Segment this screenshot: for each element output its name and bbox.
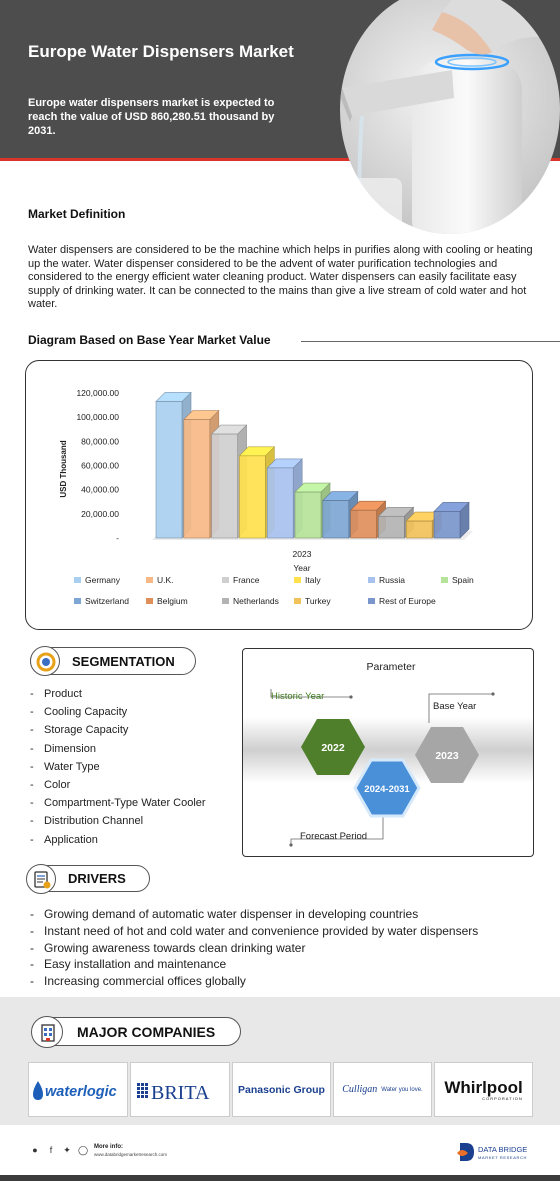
list-item: Growing demand of automatic water dispen… xyxy=(30,906,478,923)
parameter-title: Parameter xyxy=(366,661,416,673)
legend-label: Netherlands xyxy=(233,596,279,606)
y-axis-label: USD Thousand xyxy=(59,440,68,497)
legend-item: Belgium xyxy=(146,596,188,606)
footer-bar xyxy=(0,1175,560,1181)
list-item: Growing awareness towards clean drinking… xyxy=(30,940,478,957)
legend-label: U.K. xyxy=(157,575,174,585)
y-tick-label: - xyxy=(116,533,119,543)
list-item: Easy installation and maintenance xyxy=(30,956,478,973)
list-item: Dimension xyxy=(30,740,206,758)
diagram-title-rule xyxy=(301,341,560,342)
header-accent-line xyxy=(0,158,560,161)
facebook-icon[interactable]: f xyxy=(49,1145,53,1155)
twitter-icon[interactable]: ✦ xyxy=(63,1145,71,1155)
instagram-icon[interactable]: ◯ xyxy=(78,1145,89,1155)
culligan-logo: Culligan Water you love. xyxy=(333,1062,432,1117)
list-item: Storage Capacity xyxy=(30,721,206,739)
segmentation-icon xyxy=(30,646,60,676)
legend-label: Belgium xyxy=(157,596,188,606)
footer-url[interactable]: www.databridgemarketresearch.com xyxy=(94,1152,168,1157)
legend-item: Switzerland xyxy=(74,596,129,606)
chart-svg: - 20,000.00 40,000.00 60,000.00 80,000.00 100… xyxy=(59,388,474,606)
x-tick-label: 2023 xyxy=(293,549,312,559)
brita-logo: BRITA xyxy=(130,1062,230,1117)
drivers-icon xyxy=(26,864,56,894)
base-year-label: Base Year xyxy=(433,701,476,712)
legend-item: U.K. xyxy=(146,575,174,585)
forecast-period-hexagon xyxy=(353,758,421,818)
legend-label: Germany xyxy=(85,575,121,585)
market-value-chart: - 20,000.00 40,000.00 60,000.00 80,000.00 100… xyxy=(25,360,533,630)
bar-turkey xyxy=(405,511,442,539)
market-definition-text: Water dispensers are considered to be th… xyxy=(28,244,533,310)
drivers-list: Growing demand of automatic water dispen… xyxy=(30,906,478,990)
footer-brand: DATA BRIDGE xyxy=(478,1145,528,1154)
legend-label: Turkey xyxy=(305,596,331,606)
major-companies-title: MAJOR COMPANIES xyxy=(77,1024,216,1040)
base-year-hexagon xyxy=(415,727,479,783)
waterlogic-logo: waterlogic xyxy=(28,1062,128,1117)
segmentation-title: SEGMENTATION xyxy=(72,654,175,669)
y-tick-label: 60,000.00 xyxy=(81,461,119,471)
page-title: Europe Water Dispensers Market xyxy=(28,42,294,61)
list-item: Product xyxy=(30,685,206,703)
y-tick-label: 20,000.00 xyxy=(81,509,119,519)
legend-item: Italy xyxy=(294,575,321,585)
list-item: Instant need of hot and cold water and c… xyxy=(30,923,478,940)
list-item: Color xyxy=(30,776,206,794)
forecast-period-value: 2024-2031 xyxy=(364,784,410,795)
y-tick-label: 40,000.00 xyxy=(81,485,119,495)
parameter-box: Parameter Historic Year Base Year Foreca… xyxy=(242,648,534,857)
legend-label: Spain xyxy=(452,575,474,585)
legend-label: France xyxy=(233,575,260,585)
base-year-value: 2023 xyxy=(435,750,459,762)
historic-year-label: Historic Year xyxy=(271,691,324,702)
legend-label: Russia xyxy=(379,575,405,585)
y-tick-label: 80,000.00 xyxy=(81,436,119,446)
whirlpool-logo: Whirlpool CORPORATION xyxy=(434,1062,533,1117)
legend-item: Germany xyxy=(74,575,121,585)
hero-dispenser-image xyxy=(340,0,560,234)
legend-item: Rest of Europe xyxy=(368,596,436,606)
panasonic-logo: Panasonic Group xyxy=(232,1062,331,1117)
historic-year-hexagon xyxy=(301,719,365,775)
y-tick-label: 100,000.00 xyxy=(76,412,119,422)
legend-item: France xyxy=(222,575,260,585)
legend-item: Russia xyxy=(368,575,405,585)
data-bridge-logo-icon xyxy=(457,1143,474,1161)
legend-label: Italy xyxy=(305,575,321,585)
culligan-tagline: Water you love. xyxy=(381,1086,423,1093)
list-item: Compartment-Type Water Cooler xyxy=(30,794,206,812)
brita-wordmark: BRITA xyxy=(151,1082,210,1104)
drivers-title: DRIVERS xyxy=(68,871,126,886)
footer-brand-sub: MARKET RESEARCH xyxy=(478,1155,527,1160)
x-axis-label: Year xyxy=(293,563,310,573)
list-item: Water Type xyxy=(30,758,206,776)
legend-item: Turkey xyxy=(294,596,331,606)
historic-year-value: 2022 xyxy=(321,742,345,754)
list-item: Cooling Capacity xyxy=(30,703,206,721)
whatsapp-icon[interactable]: ● xyxy=(32,1145,38,1155)
whirlpool-tagline: CORPORATION xyxy=(482,1095,523,1101)
legend-item: Netherlands xyxy=(222,596,279,606)
forecast-period-label: Forecast Period xyxy=(300,831,367,842)
diagram-title: Diagram Based on Base Year Market Value xyxy=(28,333,271,347)
list-item: Application xyxy=(30,831,206,849)
more-info-label: More info: xyxy=(94,1144,123,1150)
list-item: Increasing commercial offices globally xyxy=(30,973,478,990)
companies-icon xyxy=(31,1016,63,1048)
panasonic-wordmark: Panasonic Group xyxy=(238,1083,325,1096)
legend-label: Rest of Europe xyxy=(379,596,436,606)
legend-item: Spain xyxy=(441,575,474,585)
y-tick-label: 120,000.00 xyxy=(76,388,119,398)
waterlogic-wordmark: waterlogic xyxy=(45,1084,117,1100)
legend-label: Switzerland xyxy=(85,596,129,606)
culligan-wordmark: Culligan xyxy=(342,1084,378,1095)
whirlpool-wordmark: Whirlpool xyxy=(444,1077,523,1097)
bar-rest-of-europe xyxy=(433,501,470,539)
segmentation-list: Product Cooling Capacity Storage Capacit… xyxy=(30,685,206,849)
list-item: Distribution Channel xyxy=(30,812,206,830)
market-definition-title: Market Definition xyxy=(28,207,126,221)
page-subtitle: Europe water dispensers market is expect… xyxy=(28,97,275,137)
